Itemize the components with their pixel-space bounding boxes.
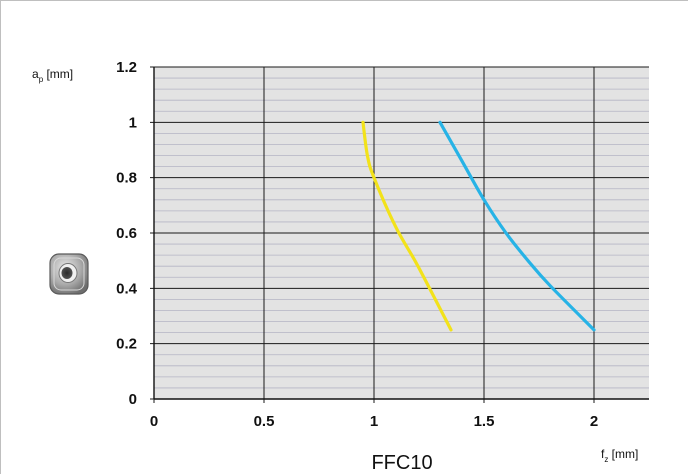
x-axis-label: fz [mm] [601,447,638,464]
y-tick-label: 0.8 [116,170,137,187]
x-axis-label-main: f [601,447,605,461]
y-axis-label-sub: p [39,75,44,84]
y-tick-label: 0.6 [116,225,137,242]
x-tick-label: 1 [370,413,378,430]
chart-title: FFC10 [371,452,432,474]
series-line-1 [361,120,453,332]
grid [150,66,649,403]
x-tick-label: 1.5 [474,413,495,430]
series-layer [361,120,596,332]
x-axis-label-unit: [mm] [608,447,638,461]
cutting-insert-icon [49,253,89,295]
y-tick-label: 0.4 [116,280,138,297]
x-tick-label: 0 [150,413,158,430]
y-axis-label-main: a [32,67,39,81]
x-tick-label: 2 [590,413,598,430]
y-tick-label: 1 [129,114,137,131]
series-line-2 [438,120,596,332]
x-tick-label: 0.5 [254,413,275,430]
y-tick-label: 1.2 [116,59,137,76]
tick-labels: 0 0.2 0.4 0.6 0.8 1 1.2 0 0.5 1 1.5 2 [116,59,598,430]
y-axis-label: ap [mm] [32,67,73,84]
y-axis-label-unit: [mm] [43,67,73,81]
x-axis-label-sub: z [604,455,608,464]
y-tick-label: 0 [129,391,137,408]
y-tick-label: 0.2 [116,336,137,353]
